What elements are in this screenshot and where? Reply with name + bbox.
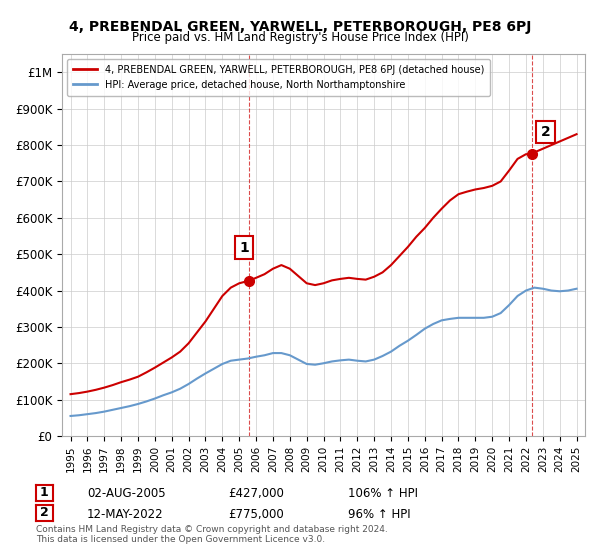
Text: Price paid vs. HM Land Registry's House Price Index (HPI): Price paid vs. HM Land Registry's House … [131,31,469,44]
Legend: 4, PREBENDAL GREEN, YARWELL, PETERBOROUGH, PE8 6PJ (detached house), HPI: Averag: 4, PREBENDAL GREEN, YARWELL, PETERBOROUG… [67,59,490,96]
Text: 1: 1 [239,241,249,255]
Text: 96% ↑ HPI: 96% ↑ HPI [348,507,410,521]
Text: 2: 2 [541,125,550,139]
Text: £427,000: £427,000 [228,487,284,501]
Text: 12-MAY-2022: 12-MAY-2022 [87,507,164,521]
Text: 02-AUG-2005: 02-AUG-2005 [87,487,166,501]
Text: 1: 1 [40,486,49,500]
Text: Contains HM Land Registry data © Crown copyright and database right 2024.
This d: Contains HM Land Registry data © Crown c… [36,525,388,544]
Text: 4, PREBENDAL GREEN, YARWELL, PETERBOROUGH, PE8 6PJ: 4, PREBENDAL GREEN, YARWELL, PETERBOROUG… [69,20,531,34]
Text: £775,000: £775,000 [228,507,284,521]
Text: 106% ↑ HPI: 106% ↑ HPI [348,487,418,501]
Text: 2: 2 [40,506,49,520]
